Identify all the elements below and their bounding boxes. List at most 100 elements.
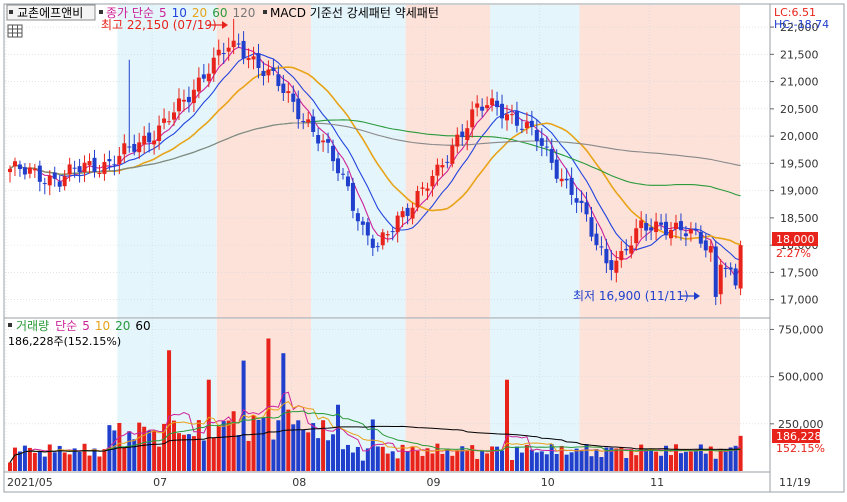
candle-body (619, 250, 624, 261)
y-tick-label: 17,000 (780, 294, 819, 307)
candle-body (127, 146, 132, 148)
candle-body (22, 167, 27, 175)
volume-ma-line-60 (9, 425, 741, 463)
candle-body (534, 130, 539, 142)
volume-bar (505, 379, 509, 471)
square-icon (99, 10, 103, 14)
candle-body (47, 175, 52, 186)
x-tick-label: 11 (650, 476, 664, 489)
y-tick-label: 20,500 (780, 103, 819, 116)
candle-body (236, 43, 241, 45)
candle-body (435, 164, 440, 176)
square-icon (263, 10, 267, 14)
volume-bar (654, 451, 659, 471)
volume-bar (350, 452, 355, 471)
candle-body (117, 155, 122, 165)
volume-bar (614, 448, 619, 471)
volume-bar (619, 446, 624, 471)
volume-bar (102, 449, 107, 471)
candle-body (221, 53, 226, 55)
candle-body (703, 240, 708, 251)
volume-change: 152.15% (776, 442, 825, 455)
table-grid-icon[interactable] (7, 24, 23, 38)
volume-bar (221, 421, 226, 471)
candle-body (246, 58, 251, 60)
candle-body (350, 183, 355, 211)
volume-bar (415, 450, 420, 471)
volume-bar (380, 446, 385, 471)
vol-ma-legend-60: 60 (135, 319, 150, 333)
candle-body (509, 114, 514, 116)
candle-body (624, 248, 629, 251)
candle-body (634, 228, 639, 244)
volume-bar (440, 453, 445, 471)
volume-bar (82, 443, 87, 471)
candle-body (460, 131, 465, 138)
candle-body (196, 77, 201, 92)
candle-body (57, 181, 62, 187)
volume-bar (122, 447, 127, 471)
volume-bar (693, 450, 698, 471)
volume-title: 거래량 (16, 319, 49, 333)
candle-body (331, 145, 336, 162)
y-tick-label: 19,000 (780, 185, 819, 198)
high-annotation: 최고 22,150 (07/19) (101, 18, 228, 32)
volume-bar (186, 434, 191, 471)
candle-body (137, 142, 142, 153)
volume-bar (534, 452, 539, 471)
candle-body (355, 213, 360, 222)
volume-bar (72, 448, 77, 471)
volume-bar (162, 423, 167, 471)
volume-bar (733, 445, 738, 471)
volume-bar (549, 444, 554, 471)
volume-bar (420, 455, 425, 471)
candle-body (639, 220, 644, 229)
volume-legend[interactable]: 거래량 단순 5 10 20 60 (16, 319, 151, 333)
candle-body (152, 140, 157, 145)
candle-body (733, 268, 738, 286)
candle-body (112, 164, 117, 166)
candle-body (340, 173, 345, 175)
volume-bar (455, 450, 460, 471)
volume-bar (311, 423, 316, 471)
volume-bar (8, 462, 12, 471)
candle-body (659, 222, 664, 225)
candle-body (336, 158, 341, 174)
volume-bar (678, 453, 683, 471)
high-label: 최고 22,150 (07/19) (101, 18, 217, 32)
volume-bar (564, 454, 569, 471)
volume-header: 거래량 단순 5 10 20 60 186,228주(152.15%) (8, 319, 151, 348)
candle-body (17, 164, 22, 170)
volume-bar (42, 456, 47, 471)
x-tick-label: 09 (426, 476, 440, 489)
candle-body (32, 168, 37, 171)
volume-bar (629, 449, 634, 471)
candle-body (162, 118, 167, 123)
candle-body (738, 245, 743, 289)
volume-bar (509, 460, 514, 471)
stock-name-box[interactable] (6, 4, 96, 21)
candle-body (713, 246, 718, 297)
volume-bar (624, 457, 629, 471)
volume-ma-line-20 (9, 410, 741, 463)
volume-bar (410, 446, 415, 471)
price-legend[interactable]: 종가 단순 5 10 20 60 120 (106, 6, 255, 20)
volume-bar (22, 445, 27, 471)
indicator-label[interactable]: MACD 기준선 강세패턴 약세패턴 (270, 5, 439, 20)
candle-body (206, 73, 211, 82)
volume-bar (490, 446, 495, 471)
candle-body (67, 164, 72, 175)
candle-body (326, 139, 331, 143)
candle-body (306, 119, 311, 123)
volume-bar (62, 452, 67, 471)
vol-ma-legend-10: 10 (95, 319, 110, 333)
volume-bar (276, 420, 281, 471)
volume-bar (340, 449, 345, 471)
volume-bar (27, 447, 32, 471)
volume-bar (12, 447, 17, 471)
y-tick-label: 500,000 (778, 371, 824, 384)
y-tick-label: 20,000 (780, 130, 819, 143)
volume-bar (713, 458, 718, 471)
candle-body (251, 56, 256, 60)
